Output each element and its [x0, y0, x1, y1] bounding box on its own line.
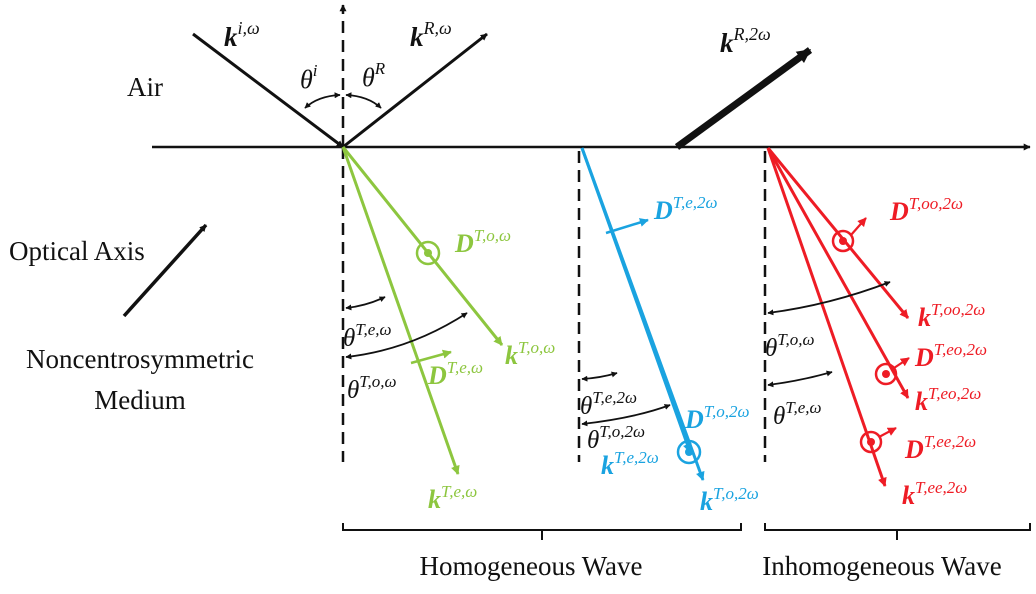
- fundamental-theta-e-arc: [345, 296, 386, 311]
- air-label: Air: [127, 72, 163, 102]
- fundamental-o-polarization-dot: [424, 249, 432, 257]
- fundamental-k-e-label: kT,e,ω: [428, 482, 477, 514]
- homogeneous-brace: [342, 523, 742, 540]
- fundamental-o-polarization-ring: [415, 240, 441, 266]
- k-reflected-sh-label: kR,2ω: [720, 24, 771, 58]
- inhomogeneous-k-ee-label: kT,ee,2ω: [902, 478, 967, 510]
- fundamental-theta-e-label: θT,e,ω: [343, 320, 392, 352]
- inhomogeneous-eo-polarization-ring: [874, 362, 898, 386]
- homogeneous-k-o-label: kT,o,2ω: [700, 484, 759, 516]
- inhomogeneous-theta-o-label: θT,o,ω: [765, 330, 814, 362]
- inhomogeneous-theta-e-arc: [767, 370, 833, 388]
- reflected-sh-wave-arrow: [674, 47, 813, 150]
- reflected-wave-arrow: [342, 32, 488, 149]
- homogeneous-e-polarization-arrow: [605, 218, 649, 235]
- inhomogeneous-k-oo-label: kT,oo,2ω: [918, 300, 985, 332]
- homogeneous-theta-o-arc: [581, 404, 671, 427]
- inhomogeneous-ee-wave-arrow: [766, 147, 887, 487]
- inhomogeneous-ee-polarization-arrow: [878, 427, 897, 438]
- inhomogeneous-eo-polarization-arrow: [893, 357, 910, 369]
- inhomogeneous-oo-polarization-dot: [839, 237, 847, 245]
- inhomogeneous-oo-polarization-ring: [831, 229, 855, 253]
- fundamental-d-o-label: DT,o,ω: [454, 226, 511, 258]
- fundamental-theta-o-arc: [345, 312, 468, 360]
- fundamental-o-wave-arrow: [341, 146, 504, 346]
- inhomogeneous-theta-o-arc: [767, 281, 891, 316]
- inhomogeneous-d-ee-label: DT,ee,2ω: [904, 432, 976, 464]
- inhomogeneous-eo-wave-arrow: [766, 147, 910, 399]
- k-incident-label: ki,ω: [224, 18, 260, 52]
- inhomogeneous-wave-label: Inhomogeneous Wave: [762, 551, 1002, 581]
- homogeneous-o-polarization-dot: [685, 448, 693, 456]
- k-reflected-label: kR,ω: [410, 18, 452, 52]
- inhomogeneous-ee-polarization-dot: [867, 438, 875, 446]
- homogeneous-theta-e-arc: [581, 371, 618, 382]
- inhomogeneous-ee-polarization-ring: [859, 430, 883, 454]
- inhomogeneous-k-eo-label: kT,eo,2ω: [915, 384, 981, 416]
- theta-incident-label: θi: [300, 61, 318, 94]
- incident-wave-arrow: [192, 32, 344, 149]
- fundamental-d-e-label: DT,e,ω: [427, 358, 483, 390]
- homogeneous-theta-o-label: θT,o,2ω: [587, 422, 645, 454]
- homogeneous-wave-label: Homogeneous Wave: [419, 551, 642, 581]
- inhomogeneous-oo-polarization-arrow: [850, 217, 867, 236]
- theta-reflected-arc: [345, 92, 382, 109]
- theta-incident-arc: [304, 92, 341, 109]
- theta-reflected-label: θR: [362, 59, 386, 92]
- optical-axis-arrow: [122, 223, 208, 318]
- inhomogeneous-theta-e-label: θT,e,ω: [773, 398, 822, 430]
- homogeneous-d-e-label: DT,e,2ω: [653, 193, 718, 225]
- fundamental-theta-o-label: θT,o,ω: [347, 372, 396, 404]
- inhomogeneous-eo-polarization-dot: [882, 370, 890, 378]
- medium-label-line2: Medium: [94, 385, 186, 415]
- optical-axis-label: Optical Axis: [9, 236, 145, 266]
- inhomogeneous-d-oo-label: DT,oo,2ω: [889, 194, 963, 226]
- homogeneous-theta-e-label: θT,e,2ω: [580, 388, 637, 420]
- homogeneous-d-o-label: DT,o,2ω: [684, 402, 749, 434]
- homogeneous-o-polarization-ring: [676, 439, 702, 465]
- fundamental-k-o-label: kT,o,ω: [505, 338, 555, 370]
- homogeneous-k-e-label: kT,e,2ω: [601, 448, 659, 480]
- medium-label-line1: Noncentrosymmetric: [26, 344, 254, 374]
- fundamental-e-wave-arrow: [341, 146, 460, 475]
- inhomogeneous-brace: [764, 523, 1031, 540]
- inhomogeneous-d-eo-label: DT,eo,2ω: [914, 340, 987, 372]
- homogeneous-o-wave-arrow: [580, 147, 705, 481]
